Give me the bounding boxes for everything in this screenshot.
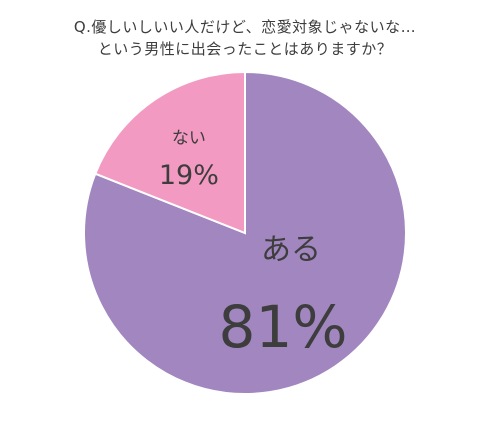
pie-slice-1 (94, 70, 246, 235)
chart-title-line-1: Q.優しいしいい人だけど、恋愛対象じゃないな… (73, 18, 417, 36)
slice-value-1: 19% (159, 160, 219, 191)
slice-label-0: ある (261, 232, 321, 267)
chart-title-line-2: という男性に出会ったことはありますか？ (97, 40, 393, 58)
slice-value-0: 81% (219, 293, 348, 361)
chart-title: Q.優しいしいい人だけど、恋愛対象じゃないな… という男性に出会ったことはありま… (0, 16, 490, 60)
slice-label-1: ない (172, 128, 206, 148)
